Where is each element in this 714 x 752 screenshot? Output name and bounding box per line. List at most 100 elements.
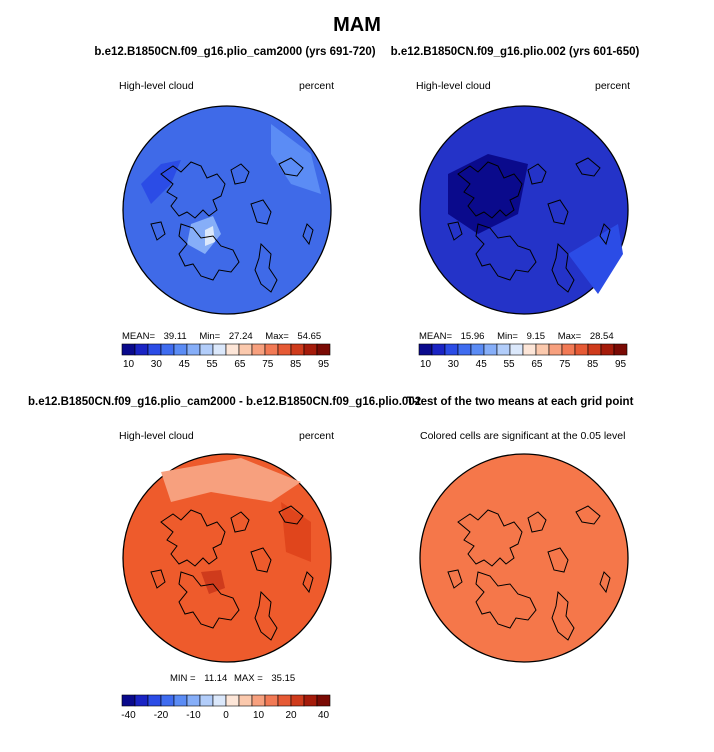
panel3-field-patch — [281, 502, 311, 562]
panel1-min-label: Min= — [199, 331, 221, 342]
panel1-colorbar-cell — [186, 343, 201, 356]
panel3-colorbar-cell — [316, 694, 331, 707]
panel2-coastline — [599, 223, 611, 246]
panel3-coastline — [230, 511, 250, 533]
panel2-min-value: 9.15 — [526, 331, 546, 342]
panel4-coastline — [599, 571, 611, 594]
panel2-mean-value: 15.96 — [460, 331, 485, 342]
panel3-colorbar-cell — [251, 694, 266, 707]
panel2-colorbar-tick: 85 — [587, 359, 599, 370]
panel1-field-patch — [187, 216, 221, 254]
panel2-map — [419, 105, 629, 315]
panel3-colorbar-cell — [134, 694, 149, 707]
panel3-coastline — [150, 569, 166, 589]
panel4-coastline — [475, 571, 537, 629]
panel2-colorbar: 10 30 45 55 65 75 85 95 — [418, 343, 628, 370]
panel1-map — [122, 105, 332, 315]
panel3-coastline — [254, 590, 278, 641]
panel2-colorbar-cell — [496, 343, 511, 356]
panel2-coastline — [547, 199, 569, 225]
panel3-colorbar-cell — [225, 694, 240, 707]
panel3-coastline — [302, 571, 314, 594]
panel2-left-label: High-level cloud — [416, 80, 491, 92]
panel2-title: b.e12.B1850CN.f09_g16.plio.002 (yrs 601-… — [390, 46, 640, 58]
panel1-colorbar-cell — [264, 343, 279, 356]
panel2-colorbar-cell — [457, 343, 472, 356]
panel2-colorbar-cell — [613, 343, 628, 356]
panel1-colorbar-tick: 75 — [262, 359, 274, 370]
panel3-map — [122, 453, 332, 663]
panel3-colorbar-cell — [147, 694, 162, 707]
panel2-coastline — [575, 157, 601, 177]
panel3-field-patch — [161, 458, 301, 502]
panel3-colorbar-cell — [160, 694, 175, 707]
panel2-colorbar-tick: 45 — [476, 359, 488, 370]
panel3-colorbar-cell — [277, 694, 292, 707]
panel4-left-label: Colored cells are significant at the 0.0… — [420, 430, 626, 442]
panel2-coastline — [447, 221, 463, 241]
panel2-colorbar-tick: 10 — [420, 359, 432, 370]
panel3-left-label: High-level cloud — [119, 430, 194, 442]
panel3-max-value: 35.15 — [271, 673, 296, 684]
panel1-stats: MEAN= 39.11 Min= 27.24 Max= 54.65 — [122, 331, 321, 342]
panel3-colorbar-tick: 40 — [318, 710, 330, 721]
panel4-title: T-test of the two means at each grid poi… — [406, 396, 634, 408]
panel1-coastline — [150, 221, 166, 241]
panel1-colorbar-tick: 10 — [123, 359, 135, 370]
panel1-mean-value: 39.11 — [163, 331, 187, 342]
panel2-max-value: 28.54 — [589, 331, 614, 342]
panel1-field-patch — [271, 124, 321, 194]
panel3-colorbar-cell — [290, 694, 305, 707]
panel1-coastline — [230, 163, 250, 185]
panel2-colorbar-cell — [483, 343, 498, 356]
panel4-coastline — [527, 511, 547, 533]
panel3-colorbar-tick: 20 — [285, 710, 297, 721]
panel1-colorbar-cell — [160, 343, 175, 356]
panel3-colorbar-cell — [199, 694, 214, 707]
panel2-colorbar-tick: 30 — [448, 359, 460, 370]
panel3-colorbar-cell — [186, 694, 201, 707]
panel2-field-patch — [568, 224, 623, 294]
panel3-colorbar: -40 -20 -10 0 10 20 40 — [121, 694, 331, 721]
panel2-colorbar-tick: 55 — [504, 359, 516, 370]
panel2-colorbar-cell — [600, 343, 615, 356]
panel4-coastline — [547, 547, 569, 573]
panel3-colorbar-tick: 0 — [223, 710, 229, 721]
panel1-colorbar-cell — [147, 343, 162, 356]
panel1-coastline — [302, 223, 314, 246]
panel3-colorbar-tick: -20 — [154, 710, 169, 721]
panel1-disk — [122, 105, 332, 315]
panel1-mean-label: MEAN= — [122, 331, 155, 342]
panel2-coastline — [527, 163, 547, 185]
panel4-map — [419, 453, 629, 663]
panel1-colorbar-tick: 65 — [234, 359, 246, 370]
panel3-colorbar-cell — [121, 694, 136, 707]
panel3-colorbar-cell — [238, 694, 253, 707]
panel1-left-label: High-level cloud — [119, 80, 194, 92]
panel3-colorbar-cell — [212, 694, 227, 707]
panel1-colorbar-cell — [134, 343, 149, 356]
panel2-colorbar-cell — [535, 343, 550, 356]
panel3-colorbar-cell — [264, 694, 279, 707]
panel3-stats: MIN = 11.14 MAX = 35.15 — [170, 673, 295, 684]
panel1-colorbar-cell — [303, 343, 318, 356]
panel1-coastline — [250, 199, 272, 225]
panel2-colorbar-cell — [431, 343, 446, 356]
panel1-colorbar-cell — [173, 343, 188, 356]
panel1-coastline — [160, 161, 226, 219]
panel2-right-label: percent — [595, 80, 631, 92]
panel3-colorbar-cell — [303, 694, 318, 707]
panel1-coastline — [178, 223, 240, 281]
panel1-colorbar-cell — [225, 343, 240, 356]
panel1-field-patch — [141, 160, 181, 204]
panel1-colorbar-tick: 85 — [290, 359, 302, 370]
panel2-coastline — [457, 161, 523, 219]
panel2-colorbar-cell — [470, 343, 485, 356]
figure-title: MAM — [333, 14, 381, 36]
panel2-mean-label: MEAN= — [419, 331, 452, 342]
panel2-colorbar-cell — [444, 343, 459, 356]
panel3-min-value: 11.14 — [204, 673, 228, 684]
panel4-disk — [419, 453, 629, 663]
panel3-disk — [122, 453, 332, 663]
panel3-colorbar-tick: -40 — [121, 710, 136, 721]
